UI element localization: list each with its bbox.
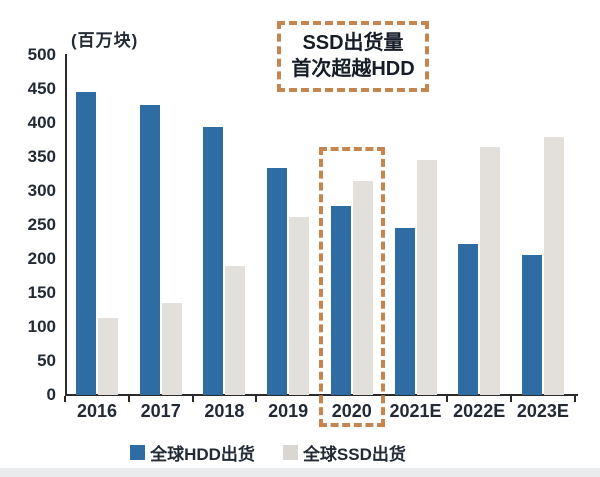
- bar-hdd-2016: [76, 92, 96, 395]
- legend-item-ssd: 全球SSD出货: [282, 440, 406, 465]
- x-axis-label-2018: 2018: [204, 401, 245, 421]
- bar-hdd-2017: [139, 105, 160, 395]
- x-tick-mark: [446, 396, 449, 402]
- legend-swatch-hdd-icon: [130, 445, 146, 460]
- bar-ssd-2022E: [480, 147, 501, 395]
- y-tick-label-150: 150: [27, 283, 56, 302]
- bar-ssd-2021E: [416, 160, 437, 395]
- bar-ssd-2019: [289, 216, 310, 395]
- bar-hdd-2019: [267, 167, 288, 395]
- bar-hdd-2021E: [394, 228, 415, 395]
- x-tick-mark: [255, 396, 258, 402]
- y-tick-label-350: 350: [27, 147, 56, 166]
- bar-ssd-2018: [225, 265, 246, 395]
- y-tick-label-400: 400: [27, 113, 56, 132]
- bar-ssd-2023E: [543, 137, 564, 395]
- x-tick-mark: [573, 396, 576, 402]
- bar-ssd-2020: [352, 180, 373, 395]
- x-axis-label-2022E: 2022E: [453, 401, 506, 421]
- y-tick-label-250: 250: [27, 215, 56, 234]
- bar-hdd-2020: [330, 205, 351, 395]
- y-tick-label-450: 450: [27, 79, 56, 98]
- y-axis-unit-label: (百万块): [71, 31, 139, 50]
- bar-hdd-2018: [203, 127, 224, 395]
- annotation-line-1: SSD出货量: [302, 32, 404, 54]
- x-tick-mark: [64, 396, 67, 402]
- bar-ssd-2017: [161, 302, 182, 395]
- x-axis-label-2021E: 2021E: [389, 401, 442, 421]
- y-tick-label-50: 50: [37, 351, 56, 370]
- annotation-box: SSD出货量 首次超越HDD: [277, 21, 429, 92]
- x-axis-label-2020: 2020: [331, 401, 372, 421]
- x-tick-mark: [127, 396, 130, 402]
- x-axis-label-2016: 2016: [76, 401, 118, 421]
- legend-swatch-ssd-icon: [282, 445, 298, 460]
- annotation-line-2: 首次超越HDD: [291, 58, 415, 80]
- y-tick-label-0: 0: [46, 385, 56, 404]
- y-tick-label-200: 200: [27, 249, 56, 268]
- y-axis-line: [65, 54, 67, 396]
- x-axis-label-2023E: 2023E: [516, 401, 569, 421]
- legend: 全球HDD出货 全球SSD出货: [0, 440, 568, 465]
- y-tick-label-500: 500: [27, 45, 56, 64]
- bar-hdd-2022E: [458, 244, 479, 395]
- legend-label-ssd: 全球SSD出货: [302, 445, 406, 464]
- legend-label-hdd: 全球HDD出货: [150, 445, 255, 464]
- x-tick-mark: [191, 396, 194, 402]
- legend-item-hdd: 全球HDD出货: [130, 440, 255, 465]
- x-tick-mark: [510, 396, 513, 402]
- x-axis-label-2019: 2019: [268, 401, 309, 421]
- bar-ssd-2016: [98, 318, 118, 395]
- bottom-strip: [0, 468, 600, 477]
- x-axis-label-2017: 2017: [140, 401, 181, 421]
- y-tick-label-100: 100: [27, 317, 56, 336]
- highlight-box-2020: [318, 147, 385, 427]
- y-tick-label-300: 300: [27, 181, 56, 200]
- bar-hdd-2023E: [521, 254, 542, 395]
